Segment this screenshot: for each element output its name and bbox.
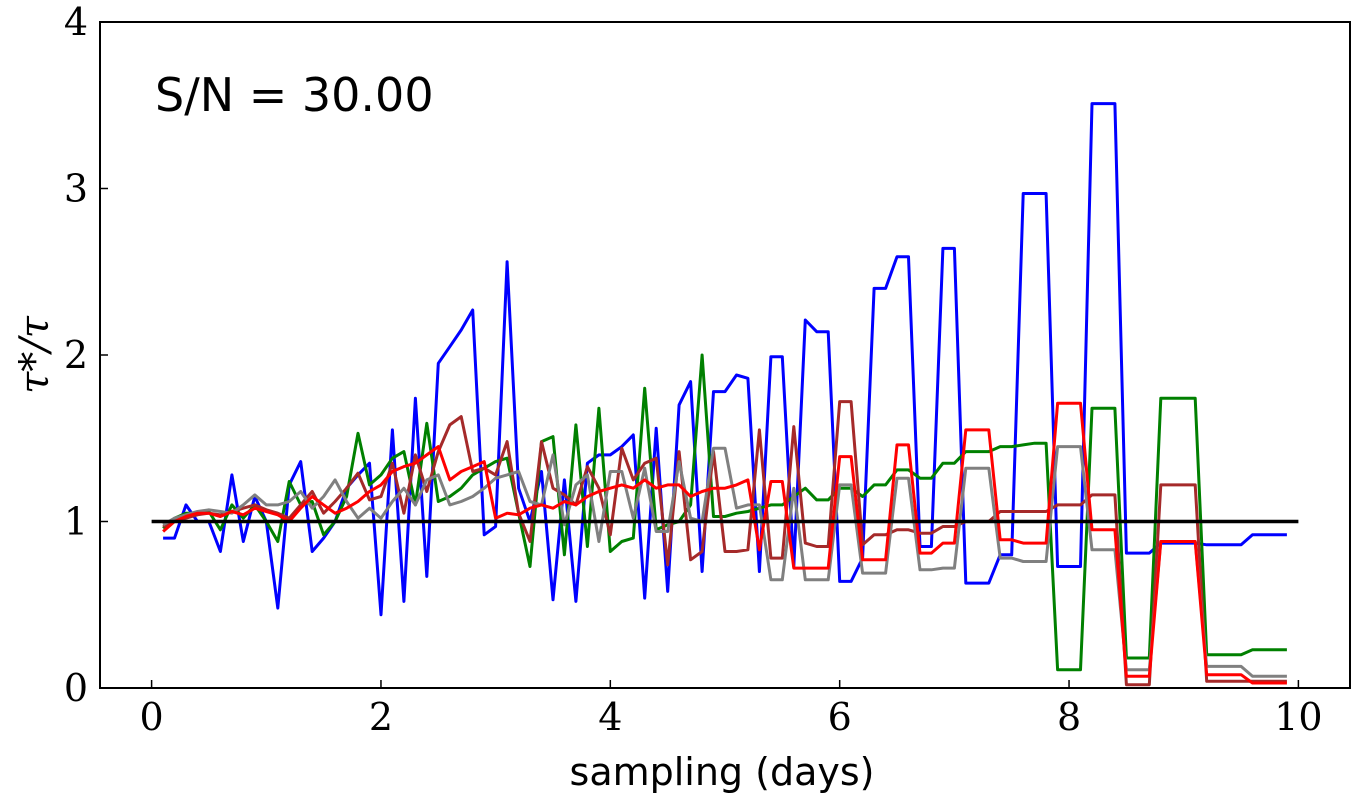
x-tick-label: 2	[369, 695, 393, 739]
series-line-green	[162, 353, 1287, 672]
x-tick-label: 0	[140, 695, 164, 739]
x-tick-label: 8	[1057, 695, 1081, 739]
snr-annotation: S/N = 30.00	[155, 68, 434, 122]
y-tick-label: 2	[64, 333, 88, 377]
y-tick-label: 3	[64, 167, 88, 211]
y-tick-label: 1	[64, 500, 88, 544]
y-tick-label: 0	[64, 666, 88, 710]
x-tick-label: 10	[1274, 695, 1322, 739]
x-tick-label: 6	[828, 695, 852, 739]
series-layer	[162, 102, 1287, 687]
axis-ticks: 0 2 4 6 8 10 0 1 2 3 4	[64, 0, 1323, 739]
series-line-brown	[162, 400, 1287, 687]
y-tick-label: 4	[64, 0, 88, 44]
y-axis-label: τ*/τ	[12, 315, 58, 394]
series-line-red	[162, 401, 1287, 685]
x-axis-label: sampling (days)	[570, 750, 875, 794]
x-tick-label: 4	[598, 695, 622, 739]
